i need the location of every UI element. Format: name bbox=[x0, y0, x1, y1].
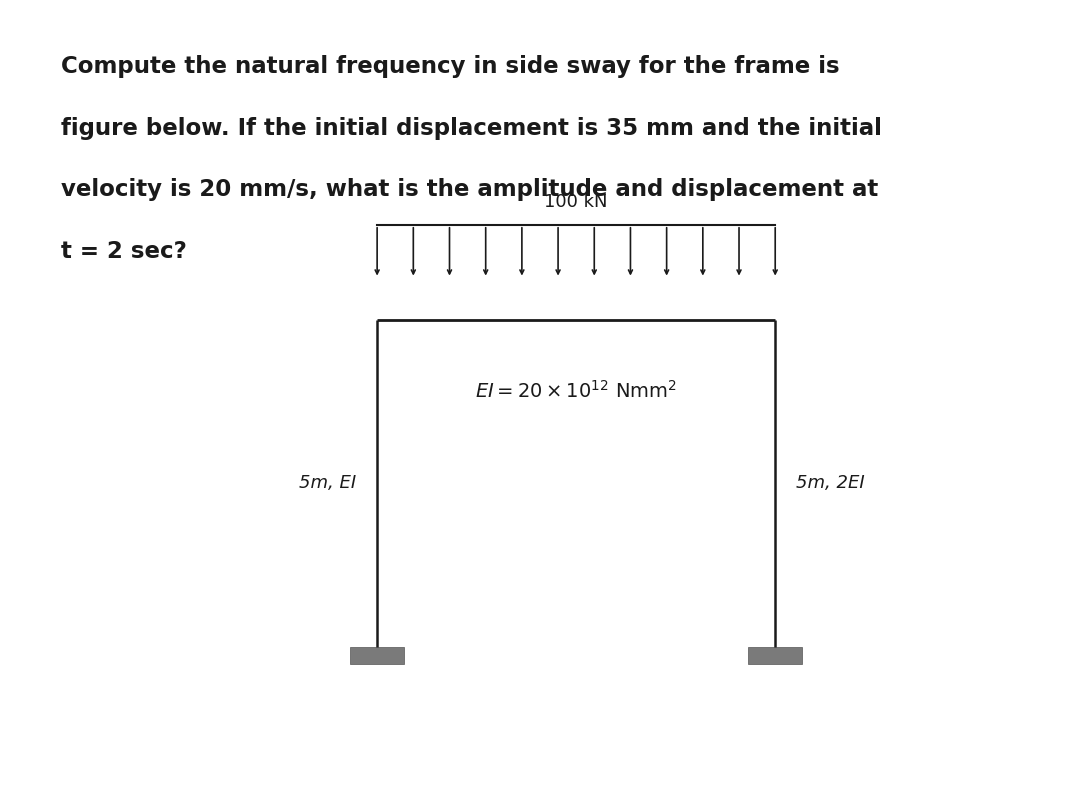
Text: figure below. If the initial displacement is 35 mm and the initial: figure below. If the initial displacemen… bbox=[60, 117, 881, 140]
Text: velocity is 20 mm/s, what is the amplitude and displacement at: velocity is 20 mm/s, what is the amplitu… bbox=[60, 178, 878, 201]
Text: t = 2 sec?: t = 2 sec? bbox=[60, 240, 187, 263]
Bar bbox=[350, 647, 404, 664]
Bar bbox=[748, 647, 802, 664]
Text: 5m, 2EI: 5m, 2EI bbox=[796, 474, 865, 492]
Text: 100 kN: 100 kN bbox=[544, 193, 608, 211]
Text: $EI = 20 \times 10^{12}\ \mathrm{Nmm}^{2}$: $EI = 20 \times 10^{12}\ \mathrm{Nmm}^{2… bbox=[475, 380, 677, 402]
Text: 5m, EI: 5m, EI bbox=[299, 474, 356, 492]
Text: Compute the natural frequency in side sway for the frame is: Compute the natural frequency in side sw… bbox=[60, 55, 839, 78]
